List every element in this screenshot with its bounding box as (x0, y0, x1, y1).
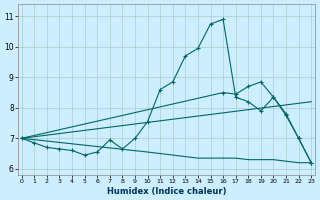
X-axis label: Humidex (Indice chaleur): Humidex (Indice chaleur) (107, 187, 226, 196)
